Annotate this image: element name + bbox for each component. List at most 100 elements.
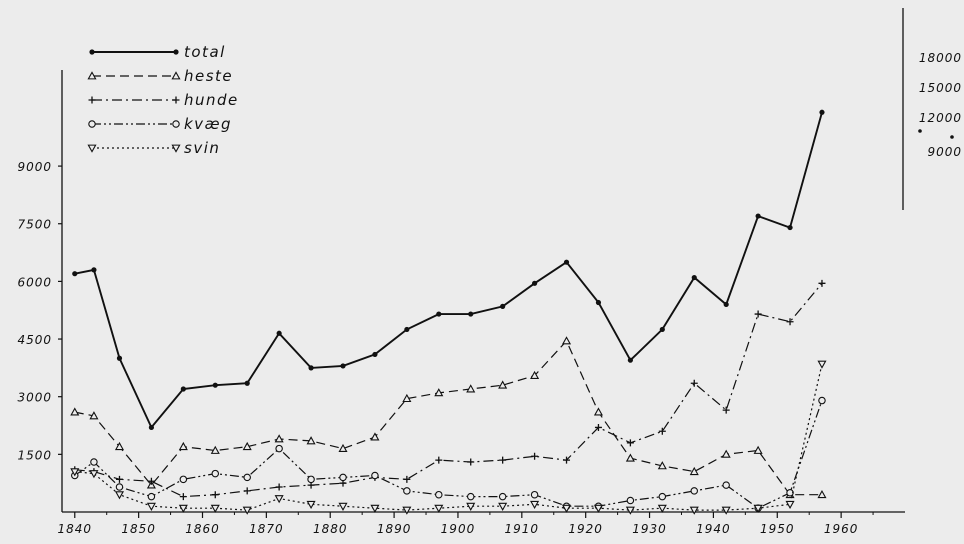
series-line-3 bbox=[74, 400, 823, 509]
legend-item-4: svin bbox=[87, 139, 220, 157]
data-point-3-21 bbox=[722, 481, 730, 489]
y-tick-label: 6000 bbox=[17, 275, 52, 289]
series-line-2 bbox=[74, 282, 823, 498]
data-point-0-18 bbox=[627, 357, 633, 363]
series-4 bbox=[70, 360, 827, 515]
data-point-3-2 bbox=[115, 483, 124, 491]
data-point-2-15 bbox=[531, 452, 539, 460]
inset-dot bbox=[918, 129, 922, 133]
data-point-4-0 bbox=[70, 468, 80, 477]
data-point-3-18 bbox=[626, 496, 635, 505]
data-point-2-22 bbox=[754, 310, 762, 318]
data-point-3-23 bbox=[786, 489, 794, 497]
axes: 1840 1850 1860 1870 1880 1890 1900 1910 1920 1930… bbox=[17, 70, 905, 536]
inset-tick-label: 9000 bbox=[927, 145, 962, 159]
data-point-1-12 bbox=[434, 388, 444, 397]
data-point-0-19 bbox=[659, 326, 665, 333]
data-point-1-10 bbox=[370, 432, 380, 441]
data-point-3-7 bbox=[275, 444, 283, 453]
data-point-4-6 bbox=[242, 506, 252, 515]
data-point-1-24 bbox=[817, 489, 827, 499]
series-1 bbox=[70, 336, 827, 499]
data-point-0-13 bbox=[468, 311, 474, 317]
data-point-2-3 bbox=[147, 477, 155, 485]
data-point-2-21 bbox=[722, 406, 730, 414]
data-point-4-20 bbox=[689, 506, 699, 515]
y-tick-label: 7500 bbox=[17, 218, 52, 232]
data-point-4-4 bbox=[178, 504, 188, 513]
data-point-3-19 bbox=[658, 492, 667, 501]
x-tick-label: 1940 bbox=[696, 522, 731, 536]
data-point-3-6 bbox=[243, 473, 251, 482]
data-point-4-22 bbox=[753, 504, 763, 513]
data-point-2-5 bbox=[211, 491, 219, 499]
data-point-1-18 bbox=[625, 453, 635, 462]
data-point-2-24 bbox=[818, 279, 826, 287]
x-tick-label: 1910 bbox=[505, 522, 540, 536]
data-point-0-14 bbox=[500, 303, 506, 309]
x-tick-label: 1900 bbox=[441, 522, 476, 536]
y-tick-label: 4500 bbox=[17, 333, 52, 347]
y-tick-label: 3000 bbox=[17, 391, 52, 405]
legend-marker-right-4 bbox=[171, 144, 181, 153]
data-point-4-23 bbox=[785, 500, 795, 510]
data-point-0-21 bbox=[723, 301, 729, 308]
legend-label-0: total bbox=[184, 43, 226, 61]
data-point-1-1 bbox=[89, 411, 99, 420]
x-tick-label: 1840 bbox=[57, 522, 92, 536]
data-point-3-15 bbox=[530, 490, 539, 499]
data-point-0-4 bbox=[180, 386, 186, 392]
inset-tick-label: 12000 bbox=[919, 111, 962, 125]
legend-label-1: heste bbox=[184, 67, 233, 85]
data-point-3-12 bbox=[435, 490, 443, 499]
data-point-4-14 bbox=[498, 502, 508, 511]
data-point-4-7 bbox=[274, 495, 284, 504]
data-point-4-18 bbox=[625, 506, 635, 515]
data-point-2-2 bbox=[115, 475, 123, 483]
data-point-0-20 bbox=[691, 274, 697, 281]
data-point-3-5 bbox=[211, 469, 220, 478]
data-point-2-7 bbox=[275, 483, 283, 491]
data-point-1-8 bbox=[306, 436, 316, 445]
data-point-4-3 bbox=[146, 502, 156, 511]
y-tick-label: 1500 bbox=[17, 448, 52, 462]
x-tick-label: 1870 bbox=[249, 522, 284, 536]
inset-tick-label: 18000 bbox=[919, 51, 962, 65]
x-tick-label: 1930 bbox=[632, 522, 667, 536]
data-point-1-5 bbox=[210, 445, 220, 454]
inset-dot bbox=[950, 135, 954, 139]
data-point-3-8 bbox=[307, 475, 315, 484]
legend-label-3: kvæg bbox=[184, 115, 232, 133]
data-point-1-14 bbox=[498, 380, 508, 389]
series-3 bbox=[71, 396, 826, 512]
data-point-1-20 bbox=[689, 466, 699, 476]
data-point-0-2 bbox=[116, 355, 123, 361]
series-line-1 bbox=[74, 339, 822, 496]
data-point-3-11 bbox=[403, 487, 411, 495]
y-tick-label: 9000 bbox=[17, 160, 52, 174]
data-point-0-15 bbox=[531, 280, 538, 286]
data-point-3-3 bbox=[147, 492, 156, 501]
data-point-1-17 bbox=[593, 407, 603, 416]
data-point-4-16 bbox=[561, 504, 572, 513]
data-point-0-3 bbox=[148, 424, 155, 431]
data-point-4-15 bbox=[530, 500, 540, 510]
data-point-1-15 bbox=[530, 370, 540, 379]
data-point-3-10 bbox=[371, 471, 379, 480]
data-point-0-11 bbox=[404, 326, 410, 333]
series-0 bbox=[72, 109, 825, 431]
data-point-4-10 bbox=[370, 504, 380, 513]
data-point-1-7 bbox=[274, 434, 284, 443]
x-tick-label: 1880 bbox=[313, 522, 348, 536]
data-point-0-1 bbox=[91, 267, 97, 273]
data-point-4-21 bbox=[721, 506, 731, 515]
data-point-0-23 bbox=[787, 224, 793, 231]
data-point-3-4 bbox=[179, 475, 188, 484]
data-point-2-19 bbox=[658, 427, 666, 435]
data-point-1-11 bbox=[402, 393, 412, 403]
data-point-4-9 bbox=[338, 502, 348, 511]
legend-label-4: svin bbox=[184, 139, 220, 157]
series-line-0 bbox=[74, 112, 823, 430]
x-tick-label: 1920 bbox=[568, 522, 603, 536]
